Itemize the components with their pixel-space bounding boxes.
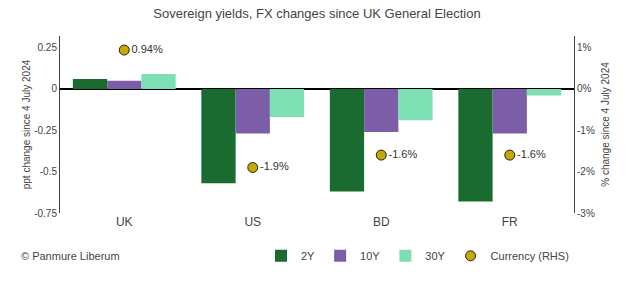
svg-text:10Y: 10Y [360, 250, 380, 262]
svg-text:2Y: 2Y [301, 250, 315, 262]
svg-text:BD: BD [373, 215, 390, 229]
svg-text:US: US [244, 215, 261, 229]
svg-text:0.94%: 0.94% [132, 43, 163, 55]
svg-text:-1.6%: -1.6% [517, 148, 546, 160]
svg-text:0%: 0% [577, 83, 592, 94]
svg-text:Sovereign yields, FX changes s: Sovereign yields, FX changes since UK Ge… [153, 6, 480, 21]
svg-text:-3%: -3% [577, 208, 595, 219]
svg-text:-2%: -2% [577, 166, 595, 177]
svg-text:0.25: 0.25 [38, 42, 58, 53]
svg-text:1%: 1% [577, 42, 592, 53]
svg-text:-1.6%: -1.6% [389, 148, 418, 160]
svg-text:UK: UK [116, 215, 133, 229]
svg-text:0: 0 [51, 83, 57, 94]
svg-text:Currency (RHS): Currency (RHS) [491, 250, 569, 262]
svg-text:30Y: 30Y [425, 250, 445, 262]
svg-text:ppt change since 4 July 2024: ppt change since 4 July 2024 [21, 59, 32, 189]
svg-text:-0.75: -0.75 [34, 208, 57, 219]
svg-text:© Panmure Liberum: © Panmure Liberum [21, 250, 120, 262]
svg-text:-0.5: -0.5 [40, 166, 58, 177]
svg-text:-0.25: -0.25 [34, 125, 57, 136]
svg-text:-1%: -1% [577, 125, 595, 136]
svg-text:% change since 4 July 2024: % change since 4 July 2024 [600, 62, 611, 187]
svg-text:-1.9%: -1.9% [260, 160, 289, 172]
svg-text:FR: FR [502, 215, 518, 229]
